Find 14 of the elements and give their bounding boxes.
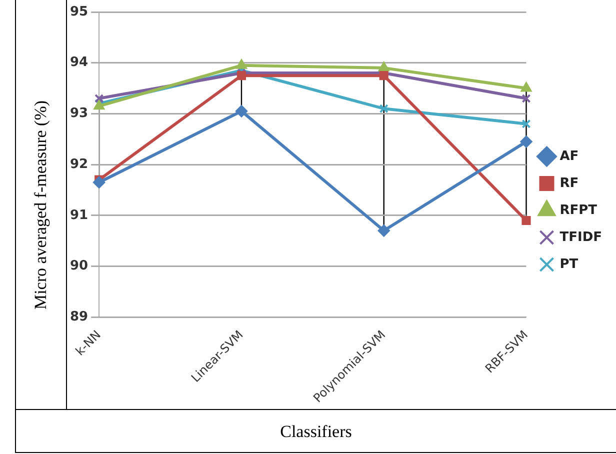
x-axis-title: Classifiers: [16, 409, 616, 453]
y-tick-label: 89: [70, 309, 88, 324]
legend-label: PT: [560, 256, 578, 272]
y-tick-label: 90: [70, 258, 88, 274]
y-tick-label: 91: [70, 208, 88, 223]
y-axis-title: Micro averaged f-measure (%): [31, 100, 51, 310]
legend-label: RF: [560, 176, 579, 191]
y-tick-label: 95: [70, 4, 88, 20]
legend-label: RFPT: [560, 202, 598, 218]
y-tick-label: 94: [70, 55, 88, 70]
y-tick-label: 93: [70, 106, 88, 122]
legend-label: TFIDF: [560, 230, 602, 245]
legend-label: AF: [560, 148, 579, 164]
y-tick-label: 92: [70, 156, 88, 172]
